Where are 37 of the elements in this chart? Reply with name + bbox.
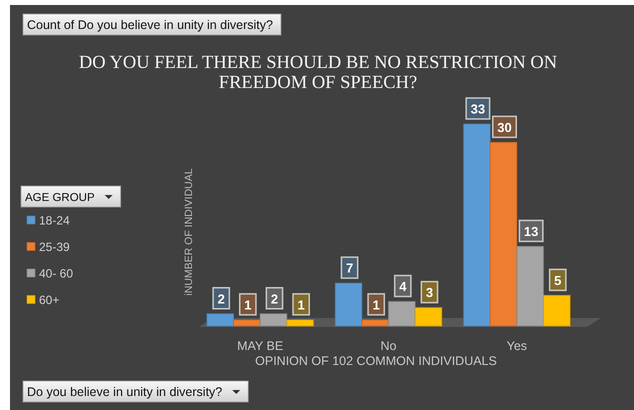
bar [463,124,491,326]
data-label: 7 [346,260,354,276]
x-axis-title: OPINION OF 102 COMMON INDIVIDUALS [255,354,497,368]
data-label: 3 [426,285,434,300]
text: Do you believe in unity in diversity? [27,385,222,399]
data-label: 2 [270,291,278,306]
bar [388,301,416,326]
data-label: 1 [297,297,305,312]
data-label: 4 [399,279,408,294]
x-tick-label: Yes [506,339,528,353]
bar [361,319,389,326]
data-label: 1 [372,297,380,312]
bar [334,282,362,326]
bar [286,319,314,326]
x-tick-label: No [380,339,397,353]
bar [206,313,234,326]
data-label: 13 [524,224,538,239]
data-label: 30 [497,120,512,135]
bar [260,313,288,326]
data-label: 1 [244,297,252,312]
legend-label: 40- 60 [39,266,74,280]
bar [516,246,544,326]
legend-label: 60+ [39,293,60,307]
chart-title: DO YOU FEEL THERE SHOULD BE NO RESTRICTION ON FREEDOM OF SPEECH? [78,53,558,93]
bar [233,319,261,326]
y-axis-title: iNUMBER OF INDIVIDUAL [183,168,195,296]
legend-label: 25-39 [39,240,70,254]
bar [414,307,442,326]
legend-title: AGE GROUP [25,192,95,204]
data-label: 5 [554,272,562,288]
data-label: 33 [470,102,486,116]
text: Count of Do you believe in unity in diversity? [27,18,274,32]
bar [543,294,570,326]
bar [490,142,518,326]
legend-label: 18-24 [39,214,70,228]
data-label: 2 [218,291,225,306]
x-tick-label: MAY BE [237,339,284,353]
